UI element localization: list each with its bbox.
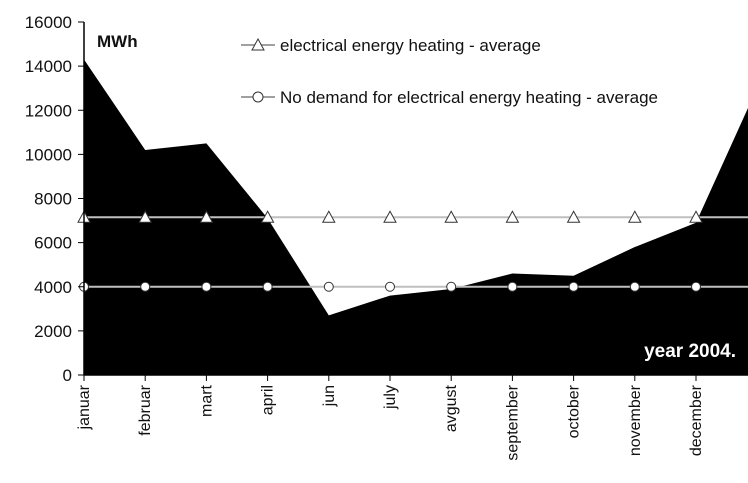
- x-tick-label: januar: [76, 384, 93, 430]
- y-tick-label: 4000: [34, 278, 72, 297]
- triangle-marker: [138, 210, 153, 223]
- circle-marker: [446, 281, 457, 292]
- triangle-marker: [260, 210, 275, 223]
- y-tick-label: 12000: [25, 101, 72, 120]
- circle-marker: [140, 281, 151, 292]
- legend-label-no-demand: No demand for electrical energy heating …: [280, 88, 658, 107]
- legend-triangle-marker: [251, 37, 265, 51]
- x-tick-label: december: [688, 384, 705, 456]
- area-layer: [84, 59, 748, 375]
- x-tick-label: avgust: [443, 384, 460, 432]
- x-tick-label: april: [260, 385, 277, 415]
- circle-marker: [323, 281, 334, 292]
- legend: electrical energy heating - average No d…: [241, 36, 658, 107]
- series-lines: [77, 210, 748, 292]
- y-tick-label: 16000: [25, 13, 72, 32]
- axes: 0 2000 4000 6000 8000 10000 12000 14000 16000 jan…: [25, 13, 748, 461]
- series-0: [77, 210, 748, 223]
- triangle-marker: [383, 210, 397, 223]
- series-1: [79, 281, 748, 292]
- circle-marker: [568, 281, 579, 292]
- triangle-marker: [505, 210, 520, 223]
- y-tick-label: 6000: [34, 234, 72, 253]
- x-tick-label: october: [566, 384, 583, 438]
- triangle-marker: [199, 210, 214, 223]
- circle-marker: [201, 281, 212, 292]
- triangle-marker: [321, 210, 336, 223]
- circle-marker: [691, 281, 701, 292]
- legend-circle-marker: [252, 91, 264, 103]
- unit-label: MWh: [97, 32, 138, 51]
- legend-label-electrical: electrical energy heating - average: [280, 36, 541, 55]
- y-tick-label: 14000: [25, 57, 72, 76]
- year-annotation: year 2004.: [644, 341, 736, 362]
- circle-marker: [629, 281, 640, 292]
- energy-area: [84, 59, 748, 375]
- x-tick-label: july: [382, 385, 399, 410]
- triangle-marker: [566, 210, 581, 223]
- y-tick-label: 8000: [34, 190, 72, 209]
- circle-marker: [507, 281, 518, 292]
- y-tick-label: 10000: [25, 145, 72, 164]
- triangle-marker: [627, 210, 642, 223]
- circle-marker: [385, 281, 395, 292]
- y-tick-label: 2000: [34, 322, 72, 341]
- x-tick-label: mart: [198, 384, 215, 417]
- x-tick-label: september: [504, 384, 521, 460]
- x-tick-label: februar: [137, 384, 154, 435]
- x-tick-label: jun: [321, 385, 338, 407]
- triangle-marker: [689, 210, 703, 223]
- triangle-marker: [444, 210, 459, 223]
- x-tick-label: november: [627, 384, 644, 456]
- circle-marker: [262, 281, 273, 292]
- y-tick-label: 0: [63, 366, 72, 385]
